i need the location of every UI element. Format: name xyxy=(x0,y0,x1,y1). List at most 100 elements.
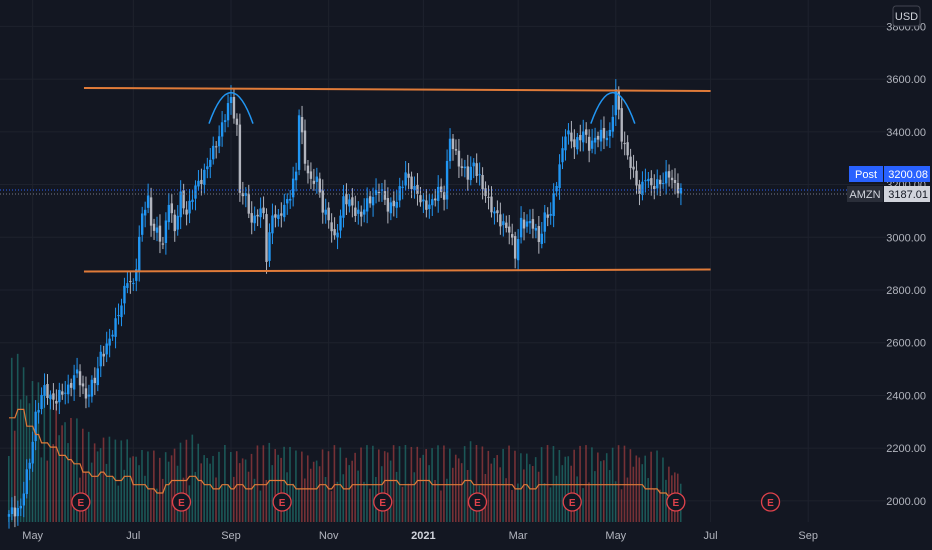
time-tick-label: Sep xyxy=(221,530,241,542)
candle-body xyxy=(143,209,147,216)
candle-body xyxy=(371,196,375,206)
candle-body xyxy=(383,191,387,200)
volume-bar xyxy=(567,456,570,522)
candle-body xyxy=(10,507,14,515)
candle-body xyxy=(525,221,529,227)
candle-body xyxy=(226,103,230,121)
candle-body xyxy=(241,193,245,197)
candles xyxy=(7,79,683,529)
volume-bar xyxy=(617,445,620,522)
candle-body xyxy=(40,394,43,410)
candle-body xyxy=(327,207,330,221)
candle-body xyxy=(158,225,162,242)
candle-body xyxy=(141,213,144,235)
volume-bar xyxy=(499,467,501,522)
candle-body xyxy=(676,183,680,194)
candle-body xyxy=(360,211,363,217)
volume-bar xyxy=(555,475,558,522)
candle-body xyxy=(490,196,493,213)
last-price-badge: AMZN 3187.01 xyxy=(847,186,930,202)
candle-body xyxy=(392,200,395,207)
volume-bar xyxy=(588,482,590,522)
volume-bar xyxy=(292,483,294,522)
time-tick-label: Mar xyxy=(509,530,528,542)
candle-body xyxy=(31,441,34,464)
currency-badge[interactable]: USD xyxy=(892,5,921,27)
candle-body xyxy=(7,514,11,517)
candle-body xyxy=(605,137,609,141)
volume-bar xyxy=(283,446,285,522)
candle-body xyxy=(220,122,224,137)
candle-body xyxy=(93,377,97,384)
candle-body xyxy=(330,222,333,232)
time-axis[interactable]: May Jul Sep Nov 2021 Mar May Jul Sep xyxy=(22,530,818,542)
candle-body xyxy=(389,202,393,214)
candle-body xyxy=(247,193,250,214)
candle-body xyxy=(135,269,138,281)
candle-body xyxy=(351,197,354,206)
candle-body xyxy=(472,162,475,167)
volume-bar xyxy=(123,469,126,522)
volume-bar xyxy=(508,445,510,522)
candle-body xyxy=(620,108,623,142)
volume-bar xyxy=(73,461,75,522)
volume-bar xyxy=(422,454,424,522)
candle-body xyxy=(561,148,564,163)
candle-body xyxy=(291,178,295,198)
candle-body xyxy=(442,192,446,200)
time-tick-label: Nov xyxy=(319,530,339,542)
candle-body xyxy=(229,97,233,104)
volume-bar xyxy=(419,457,422,522)
volume-bar xyxy=(215,477,217,522)
volume-bar xyxy=(256,445,259,522)
volume-bar xyxy=(102,437,105,522)
candle-body xyxy=(13,507,17,517)
volume-bar xyxy=(496,455,498,522)
volume-bar xyxy=(502,448,504,522)
price-tick-label: 3400.00 xyxy=(886,127,926,139)
support-trendline[interactable] xyxy=(83,268,711,273)
volume-bar xyxy=(253,478,256,522)
candle-body xyxy=(52,393,55,400)
volume-bar xyxy=(277,454,279,522)
resistance-trendline[interactable] xyxy=(83,86,711,92)
candle-body xyxy=(516,239,520,261)
volume-bar xyxy=(37,382,40,522)
volume-bar xyxy=(600,461,602,522)
volume-bar xyxy=(463,446,466,522)
candle-body xyxy=(552,193,555,217)
volume-bar xyxy=(342,474,345,522)
candle-body xyxy=(466,166,469,180)
earnings-icon xyxy=(373,492,393,512)
candle-body xyxy=(478,174,481,176)
candle-body xyxy=(43,385,46,396)
volume-bar xyxy=(531,465,534,522)
candle-body xyxy=(596,135,600,140)
volume-bar xyxy=(401,486,404,522)
volume-bar xyxy=(635,455,638,522)
time-tick-label: Jul xyxy=(126,530,140,542)
candle-body xyxy=(212,145,215,160)
volume-bar xyxy=(105,463,108,522)
candle-body xyxy=(667,171,671,178)
candle-body xyxy=(493,211,496,214)
candle-body xyxy=(108,338,111,346)
volume-moving-average-line xyxy=(9,408,681,502)
volume-bar xyxy=(61,425,63,522)
candle-body xyxy=(55,400,58,404)
earnings-label: E xyxy=(279,498,286,509)
candle-body xyxy=(650,178,653,186)
volume-bar xyxy=(428,465,430,522)
candle-body xyxy=(315,176,319,182)
candle-body xyxy=(582,131,585,143)
volume-bar xyxy=(43,390,46,522)
candle-body xyxy=(673,179,677,183)
candle-body xyxy=(345,194,348,205)
candle-body xyxy=(656,179,659,189)
candle-body xyxy=(487,196,490,198)
candle-body xyxy=(679,187,683,194)
volume-bar xyxy=(64,422,66,522)
volume-bar xyxy=(117,485,120,522)
volume-bar xyxy=(561,465,564,522)
